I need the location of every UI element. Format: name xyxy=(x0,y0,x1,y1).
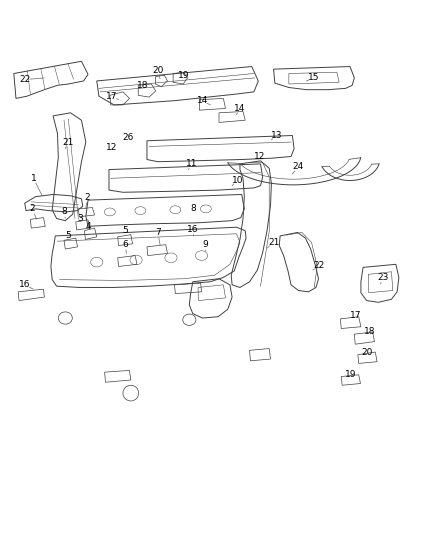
Text: 19: 19 xyxy=(178,71,190,80)
Text: 14: 14 xyxy=(197,96,208,105)
Text: 26: 26 xyxy=(123,133,134,142)
Text: 2: 2 xyxy=(30,204,35,213)
Text: 3: 3 xyxy=(77,214,83,223)
Text: 23: 23 xyxy=(377,273,389,282)
Text: 4: 4 xyxy=(85,222,91,231)
Text: 19: 19 xyxy=(345,370,357,379)
Text: 8: 8 xyxy=(190,204,196,213)
Text: 22: 22 xyxy=(313,261,324,270)
Text: 5: 5 xyxy=(66,231,71,239)
Text: 1: 1 xyxy=(31,174,36,183)
Text: 8: 8 xyxy=(61,207,67,216)
Text: 5: 5 xyxy=(122,226,128,235)
Text: 7: 7 xyxy=(155,228,161,237)
Text: 18: 18 xyxy=(137,81,148,90)
Text: 20: 20 xyxy=(362,349,373,358)
Text: 11: 11 xyxy=(186,159,198,168)
Text: 17: 17 xyxy=(106,92,118,101)
Text: 10: 10 xyxy=(232,175,243,184)
Text: 15: 15 xyxy=(308,74,320,83)
Text: 9: 9 xyxy=(202,240,208,249)
Text: 12: 12 xyxy=(254,152,265,161)
Text: 22: 22 xyxy=(19,75,30,84)
Text: 13: 13 xyxy=(271,131,283,140)
Text: 21: 21 xyxy=(63,138,74,147)
Text: 12: 12 xyxy=(106,143,118,152)
Text: 2: 2 xyxy=(85,193,90,202)
Text: 16: 16 xyxy=(187,225,198,234)
Text: 16: 16 xyxy=(19,280,31,289)
Text: 20: 20 xyxy=(152,67,163,75)
Text: 24: 24 xyxy=(293,163,304,172)
Text: 6: 6 xyxy=(122,240,128,249)
Text: 21: 21 xyxy=(268,238,279,247)
Text: 14: 14 xyxy=(234,104,246,113)
Text: 17: 17 xyxy=(350,311,361,320)
Text: 18: 18 xyxy=(364,327,375,336)
